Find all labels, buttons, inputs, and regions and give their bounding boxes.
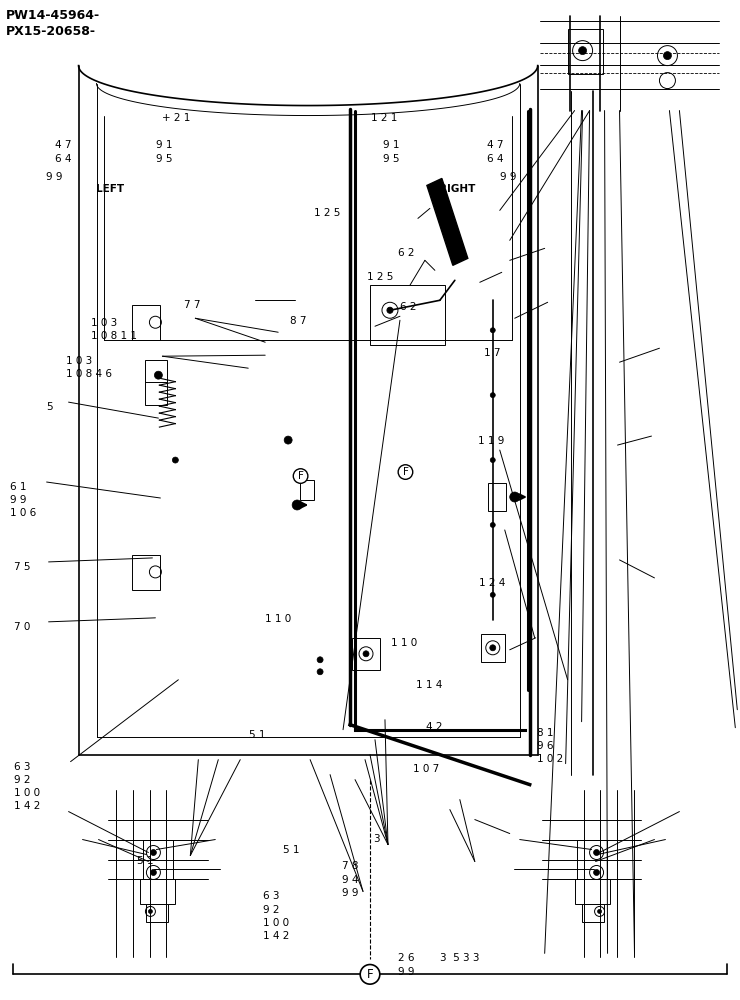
Circle shape	[317, 657, 323, 663]
Bar	[352, 638, 380, 670]
Circle shape	[149, 909, 152, 913]
Bar	[147, 904, 169, 922]
Circle shape	[490, 645, 496, 651]
Text: F: F	[367, 968, 373, 981]
Text: 1 2 1: 1 2 1	[371, 113, 398, 123]
Text: 1 0 3
1 0 8 4 6: 1 0 3 1 0 8 4 6	[66, 356, 112, 379]
Text: 5 1: 5 1	[249, 730, 266, 740]
Text: 4 2: 4 2	[426, 722, 443, 732]
Bar	[582, 904, 604, 922]
Bar	[576, 840, 607, 879]
Text: 1 2 5: 1 2 5	[314, 208, 340, 218]
Text: F: F	[403, 467, 408, 477]
Text: 1 0 3
1 0 8 1 1: 1 0 3 1 0 8 1 1	[91, 318, 137, 341]
Text: 1 1 4: 1 1 4	[416, 680, 443, 690]
Bar	[132, 555, 161, 590]
Circle shape	[150, 850, 156, 856]
Text: 4 7
6 4: 4 7 6 4	[487, 140, 503, 164]
Text: 8 7: 8 7	[290, 316, 307, 326]
Text: 1 1 9: 1 1 9	[478, 436, 504, 446]
Circle shape	[491, 328, 495, 333]
Text: 9 1
9 5: 9 1 9 5	[156, 140, 172, 164]
Text: 3: 3	[373, 834, 380, 844]
Text: 9 9: 9 9	[47, 172, 63, 182]
Text: RIGHT: RIGHT	[439, 184, 475, 194]
Circle shape	[593, 869, 599, 875]
Circle shape	[155, 371, 162, 379]
Bar	[575, 879, 610, 904]
Text: 1 1 0: 1 1 0	[391, 638, 417, 648]
Text: PW14-45964-
PX15-20658-: PW14-45964- PX15-20658-	[6, 9, 100, 38]
Bar	[141, 879, 175, 904]
Text: 7 7: 7 7	[184, 300, 201, 310]
Bar	[488, 483, 505, 511]
Circle shape	[593, 850, 599, 856]
Text: 3  5 3 3: 3 5 3 3	[440, 953, 480, 963]
Circle shape	[491, 393, 495, 398]
Circle shape	[491, 592, 495, 597]
Text: 5: 5	[47, 402, 53, 412]
Text: 6 3
9 2
1 0 0
1 4 2: 6 3 9 2 1 0 0 1 4 2	[263, 891, 289, 941]
Text: 1 2 4: 1 2 4	[480, 578, 505, 588]
Text: 6 3
9 2
1 0 0
1 4 2: 6 3 9 2 1 0 0 1 4 2	[14, 762, 41, 811]
Polygon shape	[427, 178, 468, 265]
Bar	[146, 360, 167, 405]
Bar	[132, 305, 161, 340]
Bar	[144, 840, 173, 879]
Text: 7 5: 7 5	[14, 562, 30, 572]
Text: 1 1 0: 1 1 0	[265, 614, 292, 624]
Bar	[568, 29, 602, 74]
Text: 5 1: 5 1	[138, 856, 154, 866]
Text: 1 2 5: 1 2 5	[367, 272, 394, 282]
Circle shape	[491, 458, 495, 463]
Text: 1 0 7: 1 0 7	[413, 764, 439, 774]
Circle shape	[292, 500, 302, 510]
Circle shape	[363, 651, 369, 657]
Circle shape	[598, 909, 602, 913]
Text: 6 2: 6 2	[398, 248, 414, 258]
Text: 2 6
9 9: 2 6 9 9	[398, 953, 414, 977]
Circle shape	[317, 669, 323, 675]
Circle shape	[172, 457, 178, 463]
Text: 9 1
9 5: 9 1 9 5	[383, 140, 400, 164]
Circle shape	[664, 52, 671, 60]
Text: LEFT: LEFT	[96, 184, 124, 194]
Text: 7 0: 7 0	[14, 622, 30, 632]
Bar	[370, 285, 445, 345]
Circle shape	[579, 47, 587, 55]
Bar	[300, 480, 314, 500]
Circle shape	[491, 522, 495, 527]
Text: 9 9: 9 9	[500, 172, 517, 182]
Text: 1 7: 1 7	[484, 348, 500, 358]
Text: 4 7
6 4: 4 7 6 4	[56, 140, 72, 164]
Text: F: F	[297, 471, 303, 481]
Circle shape	[510, 492, 519, 502]
Circle shape	[150, 869, 156, 875]
Text: + 2 1: + 2 1	[162, 113, 190, 123]
Text: 8 1
9 6
1 0 2: 8 1 9 6 1 0 2	[537, 728, 563, 764]
Text: 7 8
9 4
9 9: 7 8 9 4 9 9	[342, 861, 358, 898]
Text: 6 2: 6 2	[400, 302, 416, 312]
Bar	[481, 634, 505, 662]
Text: 5 1: 5 1	[283, 845, 300, 855]
Text: 6 1
9 9
1 0 6: 6 1 9 9 1 0 6	[10, 482, 36, 518]
Circle shape	[284, 436, 292, 444]
Circle shape	[387, 307, 393, 313]
